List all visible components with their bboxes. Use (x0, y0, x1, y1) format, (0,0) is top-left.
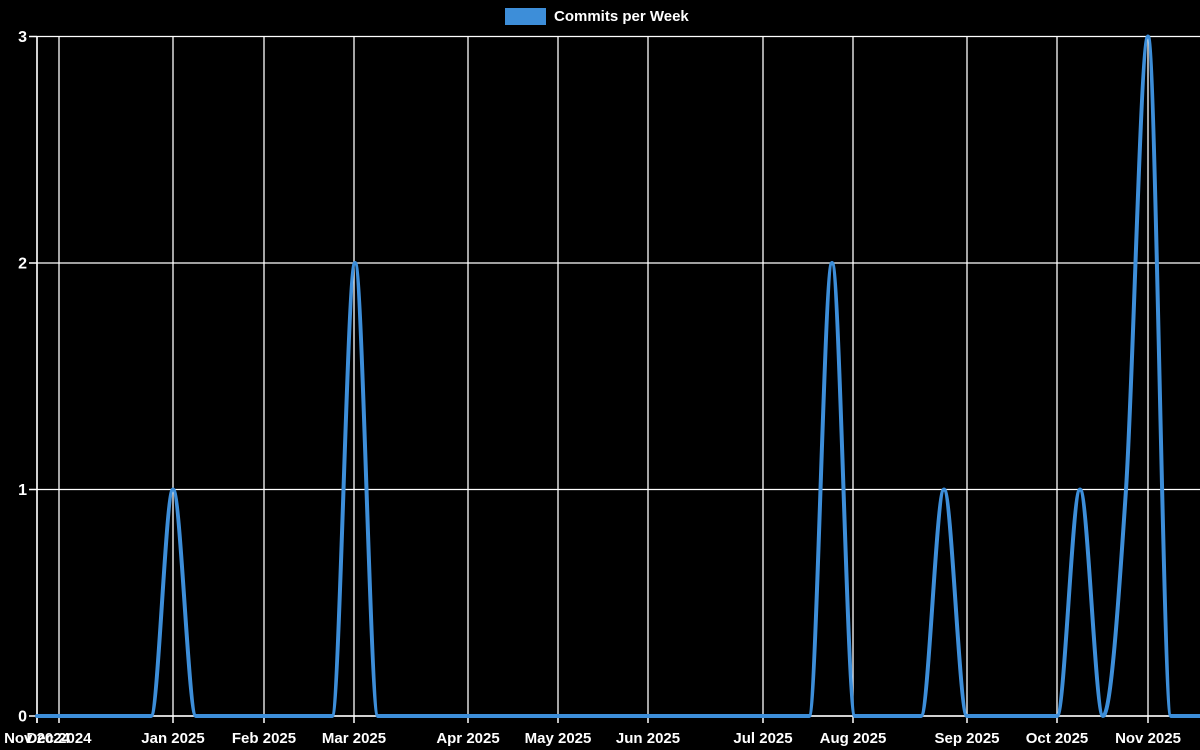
x-tick-label: Dec 2024 (26, 730, 92, 747)
legend-item[interactable]: Commits per Week (505, 8, 689, 25)
legend-label: Commits per Week (554, 8, 689, 25)
x-tick-label: Oct 2025 (1026, 730, 1089, 747)
x-tick-label: Nov 2024 (4, 730, 71, 747)
x-tick-label: May 2025 (525, 730, 592, 747)
x-tick-label: Feb 2025 (232, 730, 296, 747)
x-tick-label: Apr 2025 (436, 730, 499, 747)
x-tick-label: Jun 2025 (616, 730, 680, 747)
x-tick-label: Jul 2025 (733, 730, 792, 747)
commits-per-week-line (35, 34, 1200, 718)
y-tick-label: 1 (18, 482, 27, 499)
x-tick-label: Nov 2025 (1115, 730, 1181, 747)
legend-swatch (505, 8, 546, 25)
x-tick-label: Mar 2025 (322, 730, 386, 747)
x-tick-label: Jan 2025 (141, 730, 204, 747)
x-tick-label: Aug 2025 (820, 730, 887, 747)
y-tick-label: 3 (18, 29, 27, 46)
x-tick-label: Sep 2025 (934, 730, 999, 747)
y-tick-label: 2 (18, 256, 27, 273)
y-tick-label: 0 (18, 709, 27, 726)
